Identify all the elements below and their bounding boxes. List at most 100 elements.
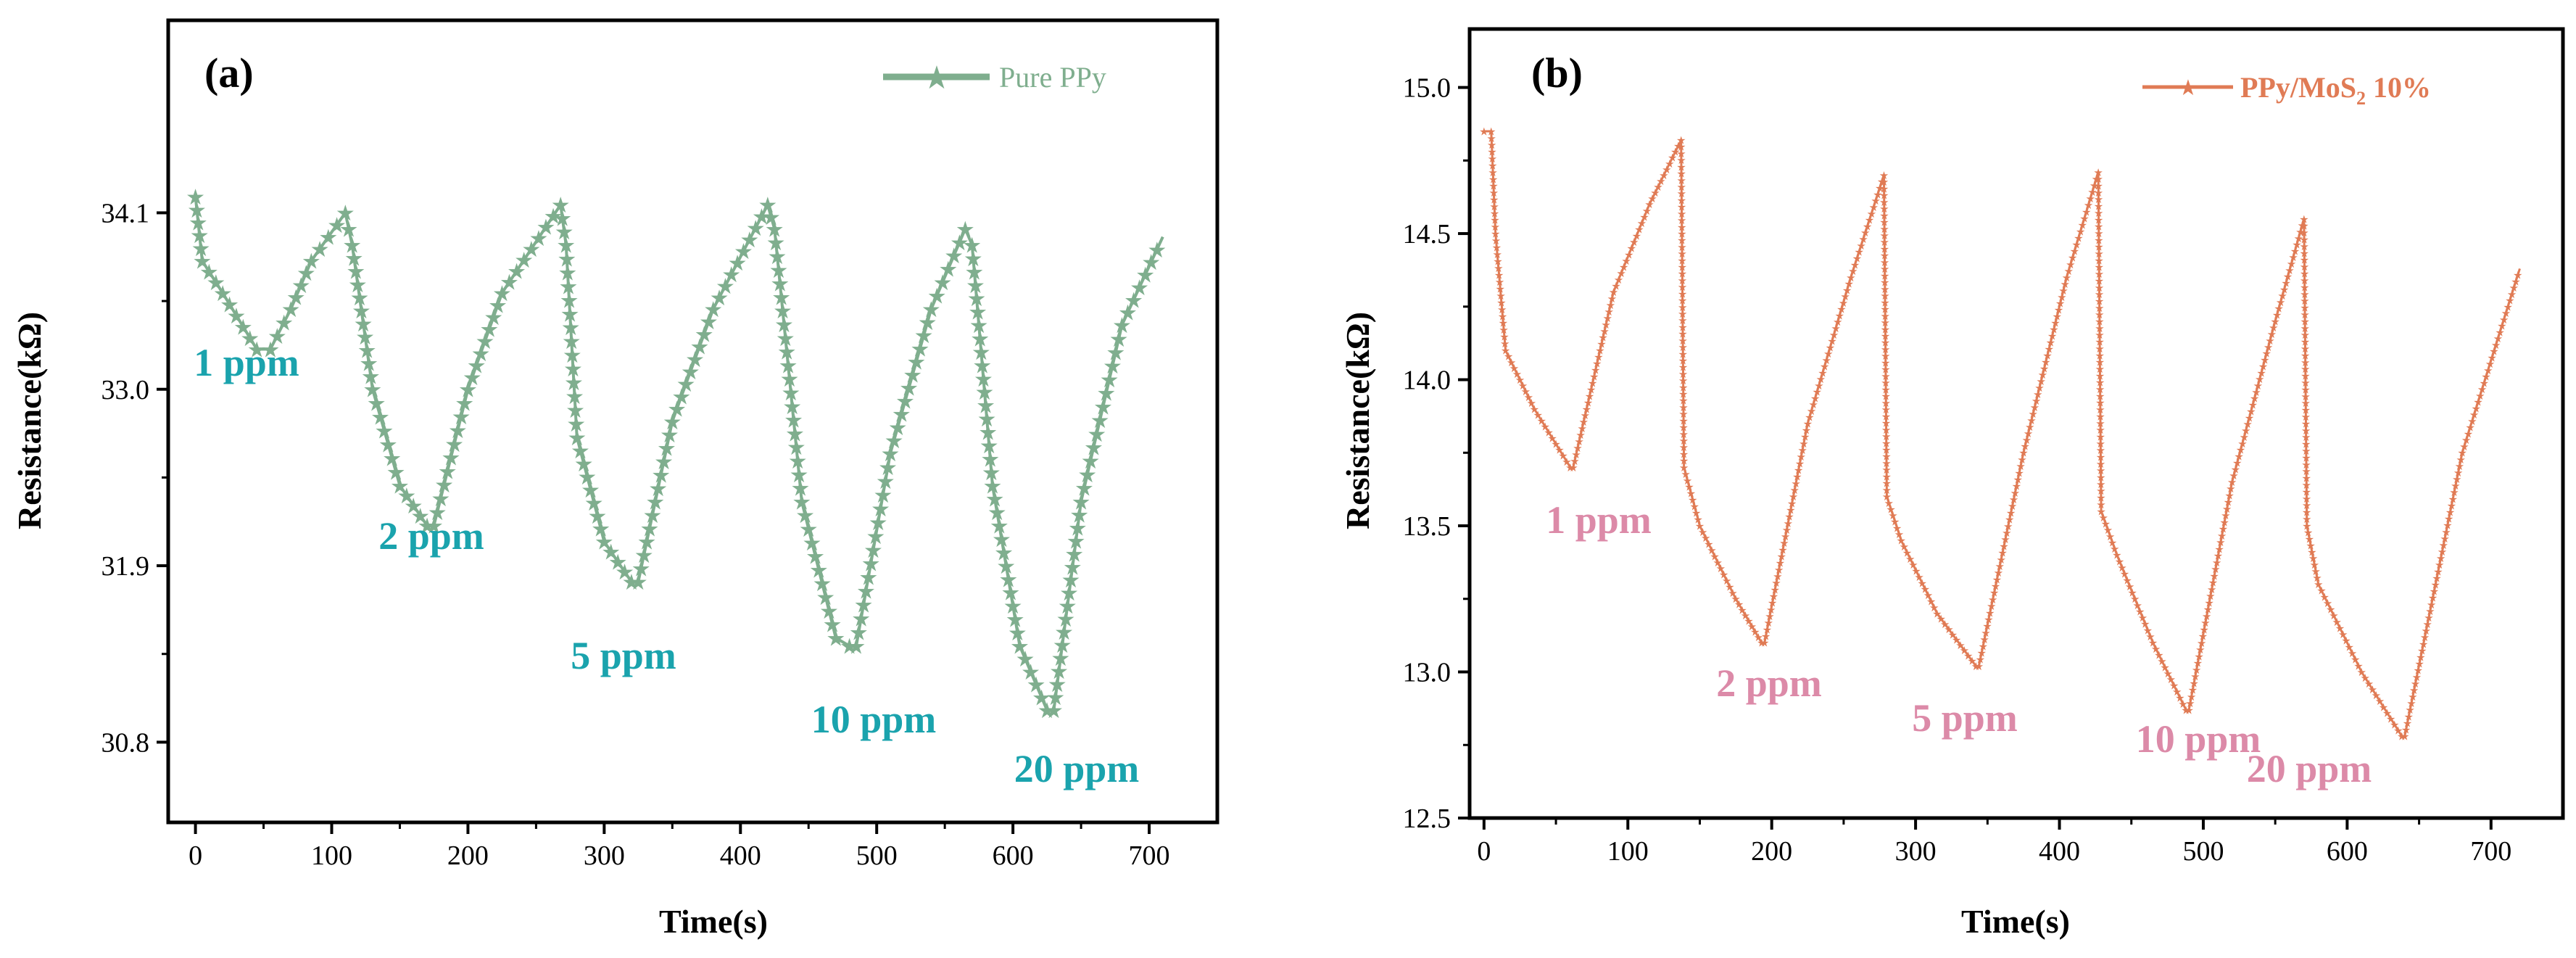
series-marker: ★ [537,216,556,240]
series-marker: ★ [1840,292,1850,303]
series-marker: ★ [918,311,937,335]
series-marker: ★ [281,298,301,322]
series-marker: ★ [1882,485,1892,497]
series-marker: ★ [233,315,253,339]
series-marker: ★ [1880,297,1889,309]
series-marker: ★ [2204,598,2213,609]
series-marker: ★ [2115,556,2124,568]
series-marker: ★ [1677,255,1686,267]
series-marker: ★ [2095,310,2104,321]
series-marker: ★ [2143,625,2153,637]
series-marker: ★ [654,450,674,474]
series-marker: ★ [1747,622,1757,633]
series-marker: ★ [1881,331,1890,343]
series-marker: ★ [2224,497,2233,509]
series-marker: ★ [370,405,390,429]
series-marker: ★ [2435,560,2444,571]
series-marker: ★ [1051,647,1070,671]
series-marker: ★ [785,422,805,446]
series-marker: ★ [2145,632,2155,643]
series-marker: ★ [2283,272,2293,284]
series-marker: ★ [1678,355,1688,367]
series-marker: ★ [349,286,369,310]
series-marker: ★ [1678,315,1687,327]
y-axis-title-a: Resistance(kΩ) [11,312,48,529]
x-tick-label: 200 [1751,836,1792,867]
series-marker: ★ [2361,673,2370,685]
series-marker: ★ [1771,578,1781,590]
annotation-concentration: 1 ppm [1546,498,1652,542]
series-marker: ★ [556,234,576,257]
series-marker: ★ [651,464,671,488]
series-marker: ★ [1492,249,1502,261]
series-marker: ★ [2448,494,2457,505]
series-marker: ★ [1984,615,1993,627]
series-marker: ★ [2440,534,2449,545]
series-marker: ★ [601,541,621,565]
series-marker: ★ [2301,426,2311,437]
series-marker: ★ [1826,342,1835,354]
series-marker: ★ [2294,234,2303,245]
series-marker: ★ [1678,329,1687,341]
series-marker: ★ [560,302,580,326]
series-marker: ★ [1875,183,1884,195]
x-axis-title-b: Time(s) [1961,903,2070,940]
series-marker: ★ [2262,349,2271,360]
series-marker: ★ [1813,387,1822,399]
series-marker: ★ [2267,329,2277,341]
series-marker: ★ [1100,368,1119,392]
series-marker: ★ [2074,234,2083,245]
annotation-concentration: 10 ppm [2136,717,2261,761]
series-marker: ★ [386,461,406,484]
series-marker: ★ [2306,540,2315,552]
series-marker: ★ [1585,391,1594,402]
series-marker: ★ [2323,598,2332,610]
series-marker: ★ [2487,352,2496,364]
series-marker: ★ [980,434,999,458]
series-marker: ★ [721,263,741,287]
series-marker: ★ [982,461,1001,485]
series-marker: ★ [2025,422,2034,434]
series-marker: ★ [1106,342,1125,366]
series-marker: ★ [1846,273,1855,284]
series-marker: ★ [1601,320,1610,331]
series-marker: ★ [2071,240,2081,252]
series-marker: ★ [2054,305,2063,317]
series-marker: ★ [2095,405,2105,416]
series-marker: ★ [816,586,835,610]
series-marker: ★ [1135,264,1155,288]
series-marker: ★ [2185,698,2195,710]
series-marker: ★ [357,339,377,363]
series-marker: ★ [2302,521,2311,532]
series-marker: ★ [367,392,386,416]
series-marker: ★ [888,416,908,440]
series-marker: ★ [492,282,512,306]
series-marker: ★ [1797,452,1806,463]
series-marker: ★ [2096,445,2105,457]
series-marker: ★ [1886,504,1895,516]
series-marker: ★ [2411,679,2420,690]
series-marker: ★ [1704,540,1713,551]
series-marker: ★ [475,330,494,354]
series-marker: ★ [1860,228,1870,239]
series-marker: ★ [966,274,985,298]
series-marker: ★ [189,212,208,236]
series-marker: ★ [191,237,211,261]
series-marker: ★ [2393,726,2403,738]
series-marker: ★ [2206,591,2215,603]
series-marker: ★ [1677,242,1686,254]
series-ppy-mos2: ★★★★★★★★★★★★★★★★★★★★★★★★★★★★★★★★★★★★★★★★… [1479,126,2522,743]
series-marker: ★ [871,497,890,521]
series-marker: ★ [1624,249,1633,261]
series-marker: ★ [1844,279,1854,291]
series-marker: ★ [1741,611,1750,622]
series-marker: ★ [1678,389,1688,401]
series-marker: ★ [2095,431,2105,443]
series-marker: ★ [444,433,464,457]
series-marker: ★ [2274,304,2283,315]
series-marker: ★ [441,447,460,471]
series-marker: ★ [2231,464,2240,476]
series-marker: ★ [2095,391,2105,402]
series-marker: ★ [2094,235,2103,247]
series-marker: ★ [2364,679,2374,690]
